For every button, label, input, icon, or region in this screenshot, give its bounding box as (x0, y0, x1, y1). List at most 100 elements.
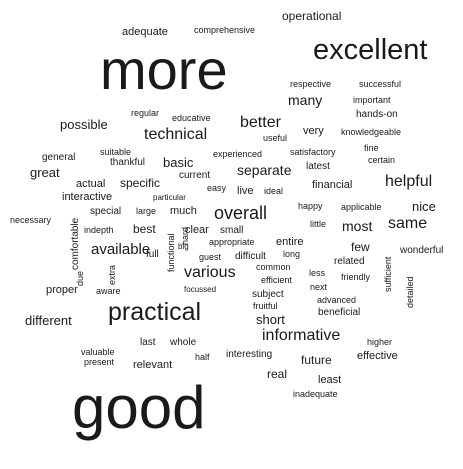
word: available (91, 241, 151, 258)
word: actual (76, 178, 106, 190)
word: useful (263, 133, 288, 143)
word: entire (276, 236, 304, 248)
word: inadequate (293, 389, 338, 399)
word: very (303, 125, 324, 137)
word: knowledgeable (341, 127, 402, 137)
word: practical (108, 298, 202, 326)
word: possible (60, 117, 108, 132)
word: certain (368, 155, 396, 165)
word: few (351, 240, 370, 254)
word: big (178, 242, 189, 251)
word: good (72, 374, 206, 441)
word: functional (166, 233, 176, 272)
word: friendly (341, 272, 371, 282)
word: better (240, 114, 281, 131)
word: short (256, 312, 285, 327)
word: special (90, 206, 122, 217)
word: easy (207, 183, 227, 193)
word: adequate (122, 26, 168, 38)
word: subject (252, 289, 284, 300)
word: relevant (133, 359, 173, 371)
word: difficult (235, 251, 266, 262)
word: hands-on (356, 109, 398, 120)
word: great (30, 165, 60, 180)
word: more (100, 38, 228, 101)
word: least (318, 374, 342, 386)
word: last (140, 337, 156, 348)
word: focussed (184, 285, 217, 294)
word: various (184, 264, 236, 281)
word: sufficient (383, 256, 393, 292)
word: fine (364, 143, 379, 153)
word: informative (262, 327, 341, 344)
word: successful (359, 79, 402, 89)
word: latest (306, 161, 330, 172)
word: comprehensive (194, 25, 256, 35)
word: important (353, 95, 391, 105)
word: related (334, 256, 365, 267)
word: aware (96, 286, 121, 296)
word: applicable (341, 202, 382, 212)
word: overall (214, 203, 268, 223)
word: efficient (261, 275, 292, 285)
word: effective (357, 350, 398, 362)
word: common (256, 262, 291, 272)
word: much (170, 205, 197, 217)
word: ideal (264, 186, 284, 196)
word: beneficial (318, 307, 361, 318)
word: separate (237, 162, 292, 178)
word: many (288, 92, 323, 108)
word: general (42, 152, 76, 163)
word: advanced (317, 295, 357, 305)
word: excellent (313, 34, 428, 66)
word: best (133, 222, 156, 236)
word: satisfactory (290, 147, 336, 157)
word: whole (170, 337, 197, 348)
word: respective (290, 79, 332, 89)
word: different (25, 313, 72, 328)
word: nice (412, 199, 436, 214)
word: financial (312, 179, 353, 191)
word: suitable (100, 147, 132, 157)
word: live (237, 185, 254, 197)
word: appropriate (209, 237, 255, 247)
word: future (301, 353, 332, 367)
word: happy (298, 201, 323, 211)
word: experienced (213, 149, 263, 159)
word: particular (153, 193, 186, 202)
word: comfortable (70, 217, 81, 270)
word: full (146, 249, 159, 260)
word: long (283, 249, 301, 259)
word: detailed (405, 276, 415, 308)
word: indepth (84, 225, 114, 235)
word: proper (46, 284, 78, 296)
word: basic (163, 155, 194, 170)
word: same (388, 215, 428, 232)
word: real (267, 367, 288, 381)
word: regular (131, 108, 160, 118)
word: guest (199, 252, 222, 262)
word: necessary (10, 215, 52, 225)
word: wonderful (400, 245, 444, 256)
word: large (136, 206, 157, 216)
word: operational (282, 9, 342, 23)
word: interactive (62, 191, 113, 203)
word: specific (120, 176, 161, 190)
word: less (309, 268, 326, 278)
word: clear (185, 224, 209, 236)
word: next (310, 282, 328, 292)
word: extra (107, 264, 117, 285)
word: higher (367, 337, 393, 347)
word: half (195, 352, 210, 362)
word: fruitful (253, 301, 278, 311)
word: little (310, 219, 327, 229)
word: current (179, 170, 211, 181)
word: helpful (385, 173, 433, 190)
word: present (84, 357, 115, 367)
word: technical (144, 126, 208, 143)
word: valuable (81, 347, 115, 357)
word: educative (172, 113, 211, 123)
word: interesting (226, 349, 273, 360)
word: small (220, 225, 244, 236)
